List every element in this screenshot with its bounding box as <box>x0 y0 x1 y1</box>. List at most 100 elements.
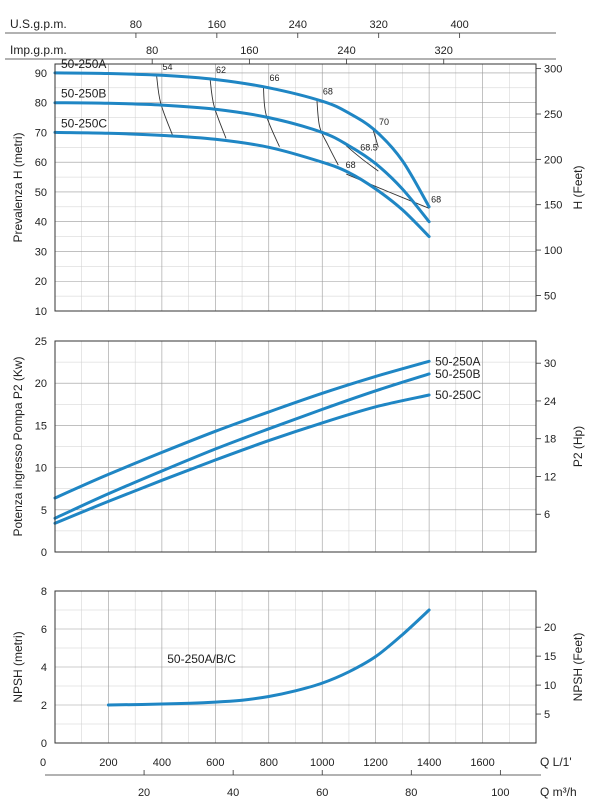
head-ytick-label-2: 30 <box>35 246 47 258</box>
power-right-tick-label-2: 18 <box>544 434 556 446</box>
head-ytick-label-4: 50 <box>35 187 47 199</box>
head-series-label-0: 50-250A <box>61 57 106 71</box>
head-right-tick-label-5: 300 <box>544 64 562 76</box>
bottom-axis-tick-label-0-2: 400 <box>153 757 171 769</box>
head-efficiency-line-3 <box>316 99 339 166</box>
top-axis-label-1: Imp.g.p.m. <box>10 43 67 57</box>
power-right-tick-label-1: 12 <box>544 471 556 483</box>
bottom-axis-tick-label-1-0: 20 <box>138 787 150 799</box>
head-ytick-label-1: 20 <box>35 276 47 288</box>
head-ytick-label-7: 80 <box>35 98 47 110</box>
top-axis-label-0: U.S.g.p.m. <box>10 17 67 31</box>
power-ytick-label-3: 15 <box>35 420 47 432</box>
power-series-line-0 <box>53 359 431 500</box>
curves-layer <box>53 71 431 707</box>
bottom-axis-tick-label-0-0: 0 <box>40 757 46 769</box>
head-efficiency-label-7: 68 <box>431 194 441 204</box>
bottom-axis-tick-label-0-3: 600 <box>206 757 224 769</box>
npsh-right-tick-label-2: 15 <box>544 651 556 663</box>
npsh-right-tick-label-0: 5 <box>544 709 550 721</box>
top-axis-tick-label-1-3: 320 <box>435 45 453 57</box>
head-right-tick-label-1: 100 <box>544 245 562 257</box>
power-series-label-0: 50-250A <box>435 354 480 368</box>
head-ytick-label-5: 60 <box>35 157 47 169</box>
power-series-label-1: 50-250B <box>435 367 480 381</box>
bottom-axis-label-0: Q L/1' <box>540 755 572 769</box>
head-efficiency-label-1: 62 <box>216 65 226 75</box>
power-ytick-label-5: 25 <box>35 336 47 348</box>
npsh-right-tick-label-1: 10 <box>544 680 556 692</box>
head-right-tick-label-3: 200 <box>544 154 562 166</box>
power-series-line-2 <box>53 393 431 525</box>
power-ytick-label-2: 10 <box>35 463 47 475</box>
npsh-ytick-label-1: 2 <box>41 700 47 712</box>
power-ytick-label-4: 20 <box>35 378 47 390</box>
top-axis-tick-label-0-3: 320 <box>370 19 388 31</box>
top-axis-tick-label-1-1: 160 <box>240 45 258 57</box>
power-ylabel: Potenza ingresso Pompa P2 (Kw) <box>11 356 25 536</box>
head-right-tick-label-0: 50 <box>544 290 556 302</box>
frames-layer <box>5 32 556 776</box>
npsh-ylabel-right: NPSH (Feet) <box>571 633 585 702</box>
head-efficiency-label-5: 68.5 <box>360 142 378 152</box>
head-ytick-label-3: 40 <box>35 217 47 229</box>
head-efficiency-label-0: 54 <box>163 62 173 72</box>
bottom-axis-tick-label-0-6: 1200 <box>363 757 387 769</box>
power-right-tick-label-3: 24 <box>544 396 556 408</box>
bottom-axis-label-1: Q m³/h <box>540 785 577 799</box>
top-axis-tick-label-0-2: 240 <box>289 19 307 31</box>
head-series-line-0 <box>53 71 431 209</box>
power-ylabel-right: P2 (Hp) <box>571 426 585 467</box>
bottom-axis-tick-label-0-7: 1400 <box>417 757 441 769</box>
power-frame <box>54 340 537 553</box>
head-efficiency-line-2 <box>262 86 280 147</box>
bottom-axis-tick-label-1-3: 80 <box>405 787 417 799</box>
top-axis-tick-label-0-4: 400 <box>450 19 468 31</box>
head-series-line-1 <box>53 101 431 224</box>
head-efficiency-line-6 <box>346 173 430 209</box>
npsh-ytick-label-2: 4 <box>41 662 47 674</box>
head-series-label-1: 50-250B <box>61 87 106 101</box>
head-ytick-label-8: 90 <box>35 68 47 80</box>
npsh-right-tick-label-3: 20 <box>544 622 556 634</box>
head-series-label-2: 50-250C <box>61 116 107 130</box>
head-ytick-label-0: 10 <box>35 306 47 318</box>
top-axis-tick-label-1-2: 240 <box>337 45 355 57</box>
head-efficiency-line-1 <box>209 78 227 139</box>
power-right-tick-label-0: 6 <box>544 509 550 521</box>
head-right-tick-label-2: 150 <box>544 200 562 212</box>
npsh-series-label-0: 50-250A/B/C <box>167 652 236 666</box>
head-series-line-2 <box>53 130 431 239</box>
head-efficiency-label-2: 66 <box>269 73 279 83</box>
head-efficiency-line-5 <box>346 145 379 172</box>
bottom-axis-tick-label-1-2: 60 <box>316 787 328 799</box>
npsh-series-line-0 <box>106 608 431 707</box>
npsh-ylabel: NPSH (metri) <box>11 631 25 702</box>
head-efficiency-label-6: 68 <box>346 160 356 170</box>
head-efficiency-line-0 <box>156 74 174 136</box>
npsh-ytick-label-4: 8 <box>41 586 47 598</box>
npsh-frame <box>54 590 537 744</box>
head-efficiency-label-3: 68 <box>323 86 333 96</box>
power-series-line-1 <box>53 372 431 520</box>
npsh-ytick-label-0: 0 <box>41 738 47 750</box>
bottom-axis-tick-label-1-4: 100 <box>491 787 509 799</box>
head-ytick-label-6: 70 <box>35 127 47 139</box>
bottom-axis-tick-label-0-4: 800 <box>260 757 278 769</box>
bottom-axis-tick-label-0-5: 1000 <box>310 757 334 769</box>
bottom-axis-tick-label-1-1: 40 <box>227 787 239 799</box>
power-ytick-label-0: 0 <box>41 547 47 559</box>
bottom-axis-tick-label-0-1: 200 <box>99 757 117 769</box>
head-ylabel: Prevalenza H (metri) <box>11 132 25 242</box>
power-right-tick-label-4: 30 <box>544 358 556 370</box>
head-ylabel-right: H (Feet) <box>571 165 585 209</box>
power-ytick-label-1: 5 <box>41 505 47 517</box>
top-axis-tick-label-1-0: 80 <box>146 45 158 57</box>
top-axis-tick-label-0-0: 80 <box>130 19 142 31</box>
head-efficiency-label-4: 70 <box>379 117 389 127</box>
npsh-ytick-label-3: 6 <box>41 624 47 636</box>
top-axis-tick-label-0-1: 160 <box>208 19 226 31</box>
bottom-axis-tick-label-0-8: 1600 <box>470 757 494 769</box>
